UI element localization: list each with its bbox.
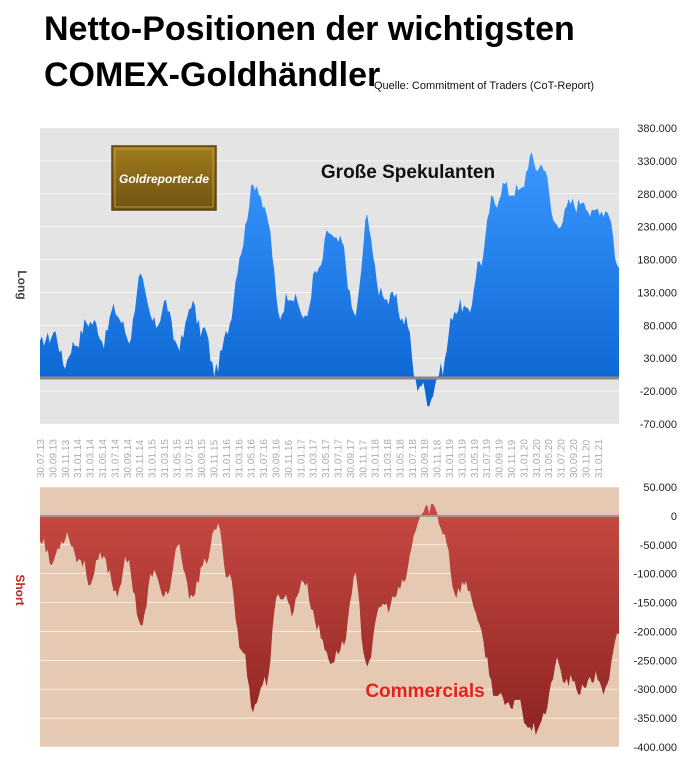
- x-axis-date-labels: 30.07.13 30.09.13 30.11.13 31.01.14 31.03.14…: [36, 439, 605, 478]
- x-tick-label: 31.05.16: [247, 439, 258, 478]
- x-tick-label: 31.03.16: [234, 439, 245, 478]
- x-tick-label: 30.09.13: [48, 439, 59, 478]
- x-tick-label: 31.03.15: [160, 439, 171, 478]
- x-tick-label: 30.09.14: [123, 439, 134, 478]
- x-tick-label: 31.01.15: [148, 439, 159, 478]
- x-tick-label: 31.05.18: [395, 439, 406, 478]
- y-tick-label: 180.000: [637, 255, 677, 267]
- x-tick-label: 31.05.19: [470, 439, 481, 478]
- x-tick-label: 30.09.18: [420, 439, 431, 478]
- x-tick-label: 30.11.14: [135, 439, 146, 478]
- x-tick-label: 31.01.14: [73, 439, 84, 478]
- x-tick-label: 31.03.18: [383, 439, 394, 478]
- x-tick-label: 31.03.20: [532, 439, 543, 478]
- y-tick-label: -250.000: [634, 655, 677, 667]
- x-tick-label: 31.07.14: [110, 439, 121, 478]
- commercials-area: [40, 503, 619, 735]
- chart-title-line2: COMEX-Goldhändler: [44, 56, 381, 94]
- x-tick-label: 31.07.20: [557, 439, 568, 478]
- x-tick-label: 31.05.20: [544, 439, 555, 478]
- x-tick-label: 31.05.17: [321, 439, 332, 478]
- speculators-y-axis: 380.000 330.000 280.000 230.000 180.000 130.0…: [637, 123, 677, 431]
- commercials-panel: 50.000 0 -50.000 -100.000 -150.000 -200.000 -2…: [13, 482, 677, 754]
- x-tick-label: 31.01.21: [594, 439, 605, 478]
- y-tick-label: -70.000: [640, 419, 677, 431]
- x-tick-label: 31.07.16: [259, 439, 270, 478]
- x-tick-label: 31.07.17: [333, 439, 344, 478]
- y-tick-label: -20.000: [640, 386, 677, 398]
- x-tick-label: 31.01.16: [222, 439, 233, 478]
- y-tick-label: -50.000: [640, 540, 677, 552]
- x-tick-label: 31.01.20: [519, 439, 530, 478]
- x-tick-label: 31.07.18: [408, 439, 419, 478]
- x-tick-label: 31.01.19: [445, 439, 456, 478]
- x-tick-label: 30.09.19: [495, 439, 506, 478]
- x-tick-label: 30.11.17: [358, 439, 369, 478]
- x-tick-label: 30.11.16: [284, 439, 295, 478]
- y-tick-label: 0: [671, 511, 677, 523]
- x-tick-label: 30.11.15: [210, 439, 221, 478]
- x-tick-label: 30.09.17: [346, 439, 357, 478]
- y-tick-label: -350.000: [634, 713, 677, 725]
- x-tick-label: 30.09.20: [569, 439, 580, 478]
- y-axis-label-short: Short: [13, 574, 27, 605]
- x-tick-label: 31.03.19: [457, 439, 468, 478]
- x-tick-label: 30.09.16: [271, 439, 282, 478]
- speculators-area: [40, 152, 619, 407]
- y-axis-label-long: Long: [15, 270, 29, 299]
- y-tick-label: -400.000: [634, 742, 677, 754]
- x-tick-label: 31.01.18: [371, 439, 382, 478]
- x-tick-label: 31.03.14: [86, 439, 97, 478]
- y-tick-label: 380.000: [637, 123, 677, 135]
- y-tick-label: -300.000: [634, 684, 677, 696]
- commercials-y-axis: 50.000 0 -50.000 -100.000 -150.000 -200.000 -2…: [634, 482, 677, 754]
- x-tick-label: 31.05.14: [98, 439, 109, 478]
- source-note: Quelle: Commitment of Traders (CoT-Repor…: [374, 80, 595, 92]
- x-tick-label: 30.11.19: [507, 439, 518, 478]
- y-tick-label: 30.000: [643, 353, 677, 365]
- x-tick-label: 30.07.13: [36, 439, 47, 478]
- y-tick-label: 330.000: [637, 156, 677, 168]
- y-tick-label: -200.000: [634, 626, 677, 638]
- goldreporter-logo: Goldreporter.de: [111, 145, 217, 211]
- x-tick-label: 31.07.15: [185, 439, 196, 478]
- speculators-label: Große Spekulanten: [321, 162, 495, 183]
- y-tick-label: 230.000: [637, 222, 677, 234]
- x-tick-label: 30.11.13: [61, 439, 72, 478]
- x-tick-label: 31.03.17: [309, 439, 320, 478]
- speculators-panel: 380.000 330.000 280.000 230.000 180.000 130.0…: [15, 123, 677, 431]
- y-tick-label: 130.000: [637, 287, 677, 299]
- y-tick-label: 280.000: [637, 189, 677, 201]
- y-tick-label: 50.000: [643, 482, 677, 494]
- commercials-label: Commercials: [365, 681, 484, 702]
- logo-text: Goldreporter.de: [119, 172, 209, 186]
- x-tick-label: 30.09.15: [197, 439, 208, 478]
- x-tick-label: 31.05.15: [172, 439, 183, 478]
- x-tick-label: 30.11.20: [581, 439, 592, 478]
- y-tick-label: 80.000: [643, 320, 677, 332]
- x-tick-label: 30.11.18: [433, 439, 444, 478]
- x-tick-label: 31.07.19: [482, 439, 493, 478]
- y-tick-label: -100.000: [634, 569, 677, 581]
- y-tick-label: -150.000: [634, 598, 677, 610]
- x-tick-label: 31.01.17: [296, 439, 307, 478]
- chart-title-line1: Netto-Positionen der wichtigsten: [44, 10, 575, 48]
